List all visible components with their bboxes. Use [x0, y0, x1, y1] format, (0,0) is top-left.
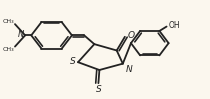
Text: N: N: [18, 30, 24, 39]
Text: CH₃: CH₃: [2, 47, 14, 52]
Text: S: S: [70, 57, 76, 66]
Text: S: S: [96, 85, 101, 94]
Text: CH₃: CH₃: [2, 19, 14, 24]
Text: O: O: [128, 31, 135, 40]
Text: N: N: [125, 65, 132, 74]
Text: OH: OH: [169, 21, 180, 30]
